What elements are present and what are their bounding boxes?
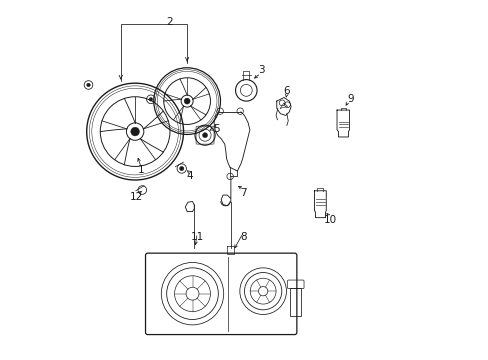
Circle shape xyxy=(86,83,90,87)
Circle shape xyxy=(184,98,190,104)
Circle shape xyxy=(149,98,152,101)
Text: 10: 10 xyxy=(324,215,336,225)
Text: 4: 4 xyxy=(186,171,193,181)
Text: 7: 7 xyxy=(240,188,246,198)
Text: 12: 12 xyxy=(129,192,142,202)
Text: 9: 9 xyxy=(346,94,353,104)
Bar xyxy=(290,288,301,316)
Circle shape xyxy=(202,133,207,138)
Text: 11: 11 xyxy=(191,232,204,242)
Text: 2: 2 xyxy=(165,17,172,27)
Text: 6: 6 xyxy=(283,86,289,96)
Text: 1: 1 xyxy=(138,165,144,175)
Circle shape xyxy=(130,127,139,136)
Circle shape xyxy=(179,166,183,171)
Text: 3: 3 xyxy=(257,64,264,75)
Text: 8: 8 xyxy=(239,232,246,242)
Text: 5: 5 xyxy=(213,124,220,134)
